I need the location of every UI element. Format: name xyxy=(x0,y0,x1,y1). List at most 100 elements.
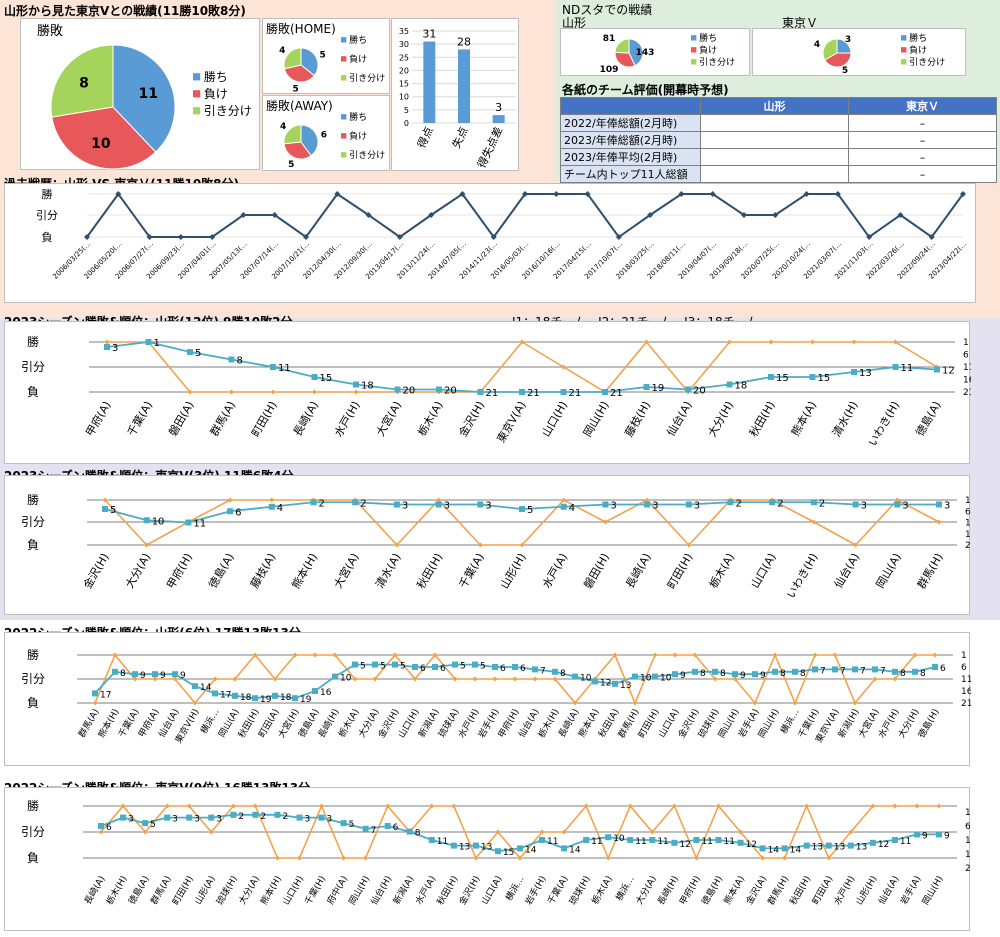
season-x-tick-label: 金沢(H) xyxy=(80,551,112,592)
history-line-chart: 勝引分負2006/03/25(…2006/05/20(…2006/07/27(…… xyxy=(36,187,968,281)
history-panel: 勝引分負 2006/03/25(… 2006/05/20(… 2006/07/27(…… xyxy=(4,183,976,303)
season-rank-data-label: 3 xyxy=(128,815,134,825)
season-result-axis-label: 負 xyxy=(27,851,39,865)
season-x-tick-label: 千葉(A) xyxy=(545,874,571,907)
season-result-point xyxy=(752,700,758,706)
bar-y-tick-label: 30 xyxy=(399,40,409,49)
season-rank-data-label: 9 xyxy=(160,671,166,681)
bar-y-tick-label: 35 xyxy=(399,27,409,36)
season-result-point xyxy=(561,829,567,835)
season-rank-data-label: 2 xyxy=(736,498,742,509)
home-pie-title: 勝敗(HOME) xyxy=(266,21,336,36)
season-result-point xyxy=(98,829,104,835)
season-rank-data-label: 8 xyxy=(415,829,421,839)
season-x-tick-label: 山口(H) xyxy=(281,874,306,907)
history-point xyxy=(897,212,904,218)
away-pie-slice xyxy=(300,124,319,157)
season-result-point xyxy=(270,389,276,395)
season-result-point xyxy=(394,542,400,548)
season-rank-axis-label: 1 xyxy=(961,651,967,661)
season-rank-data-label: 15 xyxy=(320,373,333,384)
season-rank-point xyxy=(312,688,318,694)
season-rank-point xyxy=(392,661,398,668)
season-rank-point xyxy=(519,389,525,395)
season-x-tick-label: 山口(H) xyxy=(539,399,570,439)
season-rank-point xyxy=(372,661,378,668)
season-rank-point xyxy=(104,344,110,350)
season-rank-data-label: 9 xyxy=(760,671,766,681)
season-rank-data-label: 3 xyxy=(610,501,616,512)
season-rank-axis-label: 1 xyxy=(963,338,969,348)
season-rank-axis-label: 11 xyxy=(963,363,971,373)
season-result-point xyxy=(715,803,721,809)
season-rank-data-label: 1 xyxy=(154,338,160,349)
eval-row-label: 2022/年俸総額(2月時) xyxy=(560,114,701,132)
season-rank-point xyxy=(185,519,192,526)
season-rank-point xyxy=(164,814,171,821)
season-rank-point xyxy=(192,683,198,690)
season-rank-data-label: 6 xyxy=(393,823,399,833)
season-rank-data-label: 14 xyxy=(569,845,581,855)
season-rank-data-label: 2 xyxy=(319,498,325,509)
season-result-point xyxy=(810,339,815,345)
season-result-point xyxy=(269,497,275,503)
season-rank-data-label: 8 xyxy=(560,669,566,679)
season-chart-2023-tokyov: 勝引分負16111621[勝敗][順位]51011642233354333222… xyxy=(21,462,977,601)
season-rank-data-label: 5 xyxy=(400,662,406,672)
season-rank-data-label: 7 xyxy=(860,666,866,676)
season-x-tick-label: 横浜… xyxy=(613,874,637,903)
season-rank-point xyxy=(672,671,678,678)
season-rank-data-label: 5 xyxy=(527,505,533,516)
history-point xyxy=(428,212,435,218)
season-result-point xyxy=(319,803,325,809)
season-rank-point xyxy=(428,837,435,843)
season-result-point xyxy=(826,855,832,861)
season-rank-point xyxy=(406,828,413,835)
season-rank-point xyxy=(832,666,838,673)
season-legend-rank-label: ][順位 xyxy=(863,633,896,634)
season-rank-point xyxy=(452,661,458,668)
season-rank-axis-label: 1 xyxy=(965,808,971,818)
home-pie-legend-swatch xyxy=(341,56,347,62)
season-result-point xyxy=(142,829,148,835)
season-x-tick-label: 岡山(H) xyxy=(920,874,945,907)
season-rank-data-label: 15 xyxy=(818,373,831,384)
season-x-tick-label: 藤枝(A) xyxy=(247,551,278,591)
season-result-point xyxy=(870,803,876,809)
season-x-tick-label: 熊本(A) xyxy=(788,399,819,439)
season-rank-data-label: 11 xyxy=(635,837,646,847)
season-legend-close-bracket: ] xyxy=(939,633,944,634)
season-result-point xyxy=(782,855,788,861)
season-rank-point xyxy=(232,692,238,699)
bar-y-tick-label: 20 xyxy=(399,66,409,75)
season-rank-point xyxy=(612,680,618,687)
season-rank-point xyxy=(186,814,193,821)
ndsta-title: NDスタでの戦績 xyxy=(562,3,653,17)
season-rank-point xyxy=(592,678,598,685)
season-result-point xyxy=(644,339,649,345)
season-x-tick-label: 甲府(H) xyxy=(163,551,195,592)
season-x-tick-label: 千葉(H) xyxy=(302,874,328,908)
season-result-point xyxy=(104,339,110,345)
ndsta-yamagata-pie-slice xyxy=(614,38,630,54)
season-rank-data-label: 21 xyxy=(569,388,582,399)
season-result-axis-label: 引分 xyxy=(21,672,45,686)
history-point xyxy=(553,191,560,197)
eval-row-yamagata xyxy=(700,165,849,183)
season-rank-point xyxy=(583,837,590,843)
away-pie-legend-label: 勝ち xyxy=(349,111,367,123)
goals-bar xyxy=(458,49,470,123)
history-point xyxy=(84,234,90,240)
season-rank-data-label: 9 xyxy=(680,671,686,681)
season-rank-point xyxy=(472,842,479,849)
away-pie-data-label: 6 xyxy=(321,131,327,141)
ndsta-yamagata-pie-data-label: 143 xyxy=(636,48,655,58)
season-rank-point xyxy=(252,811,259,818)
season-x-tick-label: 水戸(A) xyxy=(412,874,438,907)
season-result-point xyxy=(495,829,501,835)
eval-row-yamagata xyxy=(700,148,849,166)
season-rank-data-label: 10 xyxy=(580,674,592,684)
season-x-tick-label: 栃木(H) xyxy=(103,874,129,908)
